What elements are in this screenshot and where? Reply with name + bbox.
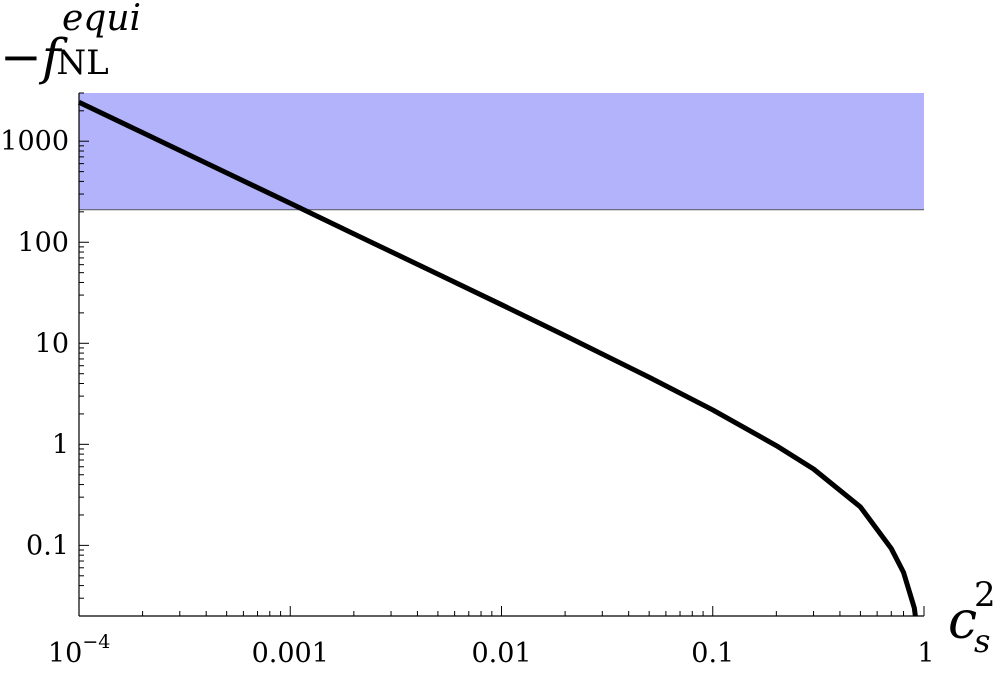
y-tick-label: 1000	[0, 126, 69, 157]
x-axis-label-base: c	[948, 591, 977, 651]
y-tick-label: 1	[52, 429, 69, 460]
x-tick-label-base: 10	[48, 638, 82, 669]
x-axis-label-subscript: s	[974, 622, 990, 660]
series-line	[77, 99, 918, 617]
y-axis-label-superscript: equi	[62, 0, 141, 39]
x-axis-label-superscript: 2	[974, 575, 996, 615]
x-tick-label: 10−4	[48, 631, 110, 669]
shaded-band	[79, 93, 924, 210]
y-tick-label: 10	[35, 328, 69, 359]
x-tick-label-exponent: −4	[82, 631, 110, 653]
x-axis-label: c	[948, 591, 977, 651]
plot-area	[77, 93, 924, 617]
x-tick-label: 1	[917, 638, 934, 669]
y-axis-label-subscript: NL	[56, 43, 108, 83]
x-tick-label: 0.1	[691, 638, 734, 669]
y-axis-label: −fNL	[0, 28, 109, 86]
x-tick-label: 0.001	[252, 638, 329, 669]
y-axis-label-prefix: −	[0, 28, 42, 86]
axis-ticks	[78, 92, 925, 617]
x-tick-label: 0.01	[471, 638, 531, 669]
y-tick-label: 0.1	[26, 530, 69, 561]
y-tick-label: 100	[17, 227, 69, 258]
